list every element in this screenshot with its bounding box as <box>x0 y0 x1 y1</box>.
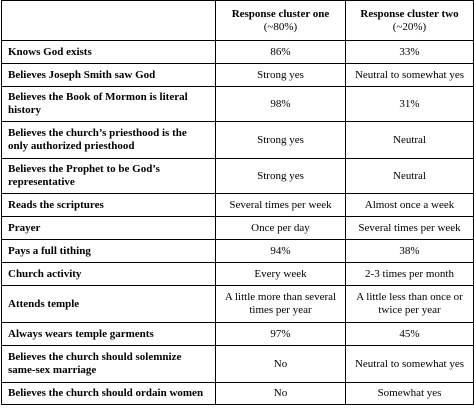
row-label: Attends temple <box>1 285 216 323</box>
cell-value: A little less than once or twice per yea… <box>345 285 474 323</box>
table-row: Pays a full tithing 94% 38% <box>1 239 474 263</box>
cell-value: Several times per week <box>215 193 346 217</box>
header-title: Response cluster one <box>231 7 330 20</box>
cell-value: No <box>215 345 346 383</box>
cell-value: 97% <box>215 322 346 346</box>
header-row: Response cluster one (~80%) Response clus… <box>1 0 474 41</box>
cell-value: Several times per week <box>345 216 474 240</box>
table-row: Attends temple A little more than several… <box>1 285 474 323</box>
table-row: Believes the Book of Mormon is literal h… <box>1 86 474 122</box>
cell-value: 45% <box>345 322 474 346</box>
cell-value: A little more than several times per yea… <box>215 285 346 323</box>
table-row: Believes Joseph Smith saw God Strong yes N… <box>1 63 474 87</box>
cell-value: 38% <box>345 239 474 263</box>
header-subtitle: (~20%) <box>392 20 427 33</box>
row-label: Believes the church’s priesthood is the … <box>1 121 216 159</box>
row-label: Church activity <box>1 262 216 286</box>
row-label: Believes the church should ordain women <box>1 382 216 405</box>
header-cell: Response cluster two (~20%) <box>345 0 474 41</box>
cell-value: Strong yes <box>215 121 346 159</box>
cell-value: Neutral to somewhat yes <box>345 345 474 383</box>
row-label: Prayer <box>1 216 216 240</box>
row-label: Reads the scriptures <box>1 193 216 217</box>
cell-value: 86% <box>215 40 346 64</box>
cell-value: 98% <box>215 86 346 122</box>
table-header: Response cluster one (~80%) Response clus… <box>1 0 474 41</box>
table-row: Believes the church’s priesthood is the … <box>1 121 474 159</box>
cell-value: Once per day <box>215 216 346 240</box>
table-row: Prayer Once per day Several times per week <box>1 216 474 240</box>
cell-value: 2-3 times per month <box>345 262 474 286</box>
table-row: Believes the Prophet to be God’s represe… <box>1 158 474 194</box>
row-label: Pays a full tithing <box>1 239 216 263</box>
row-label: Believes the Prophet to be God’s represe… <box>1 158 216 194</box>
header-title: Response cluster two <box>360 7 459 20</box>
cell-value: Strong yes <box>215 63 346 87</box>
table-row: Reads the scriptures Several times per we… <box>1 193 474 217</box>
cell-value: Neutral to somewhat yes <box>345 63 474 87</box>
row-label: Knows God exists <box>1 40 216 64</box>
row-label: Always wears temple garments <box>1 322 216 346</box>
cell-value: Strong yes <box>215 158 346 194</box>
comparison-table: Response cluster one (~80%) Response clus… <box>1 0 474 405</box>
header-empty-cell <box>1 0 216 41</box>
cell-value: Somewhat yes <box>345 382 474 405</box>
cell-value: 94% <box>215 239 346 263</box>
header-subtitle: (~80%) <box>263 20 298 33</box>
cell-value: 31% <box>345 86 474 122</box>
cell-value: Every week <box>215 262 346 286</box>
cell-value: 33% <box>345 40 474 64</box>
table-row: Believes the church should solemnize sam… <box>1 345 474 383</box>
table-body: Knows God exists 86% 33% Believes Joseph Sm… <box>1 40 474 405</box>
table-row: Always wears temple garments 97% 45% <box>1 322 474 346</box>
table-row: Church activity Every week 2-3 times per m… <box>1 262 474 286</box>
cell-value: Almost once a week <box>345 193 474 217</box>
cell-value: No <box>215 382 346 405</box>
row-label: Believes the Book of Mormon is literal h… <box>1 86 216 122</box>
table-row: Knows God exists 86% 33% <box>1 40 474 64</box>
cell-value: Neutral <box>345 121 474 159</box>
header-cell: Response cluster one (~80%) <box>215 0 346 41</box>
row-label: Believes the church should solemnize sam… <box>1 345 216 383</box>
row-label: Believes Joseph Smith saw God <box>1 63 216 87</box>
table-row: Believes the church should ordain women N… <box>1 382 474 405</box>
cell-value: Neutral <box>345 158 474 194</box>
